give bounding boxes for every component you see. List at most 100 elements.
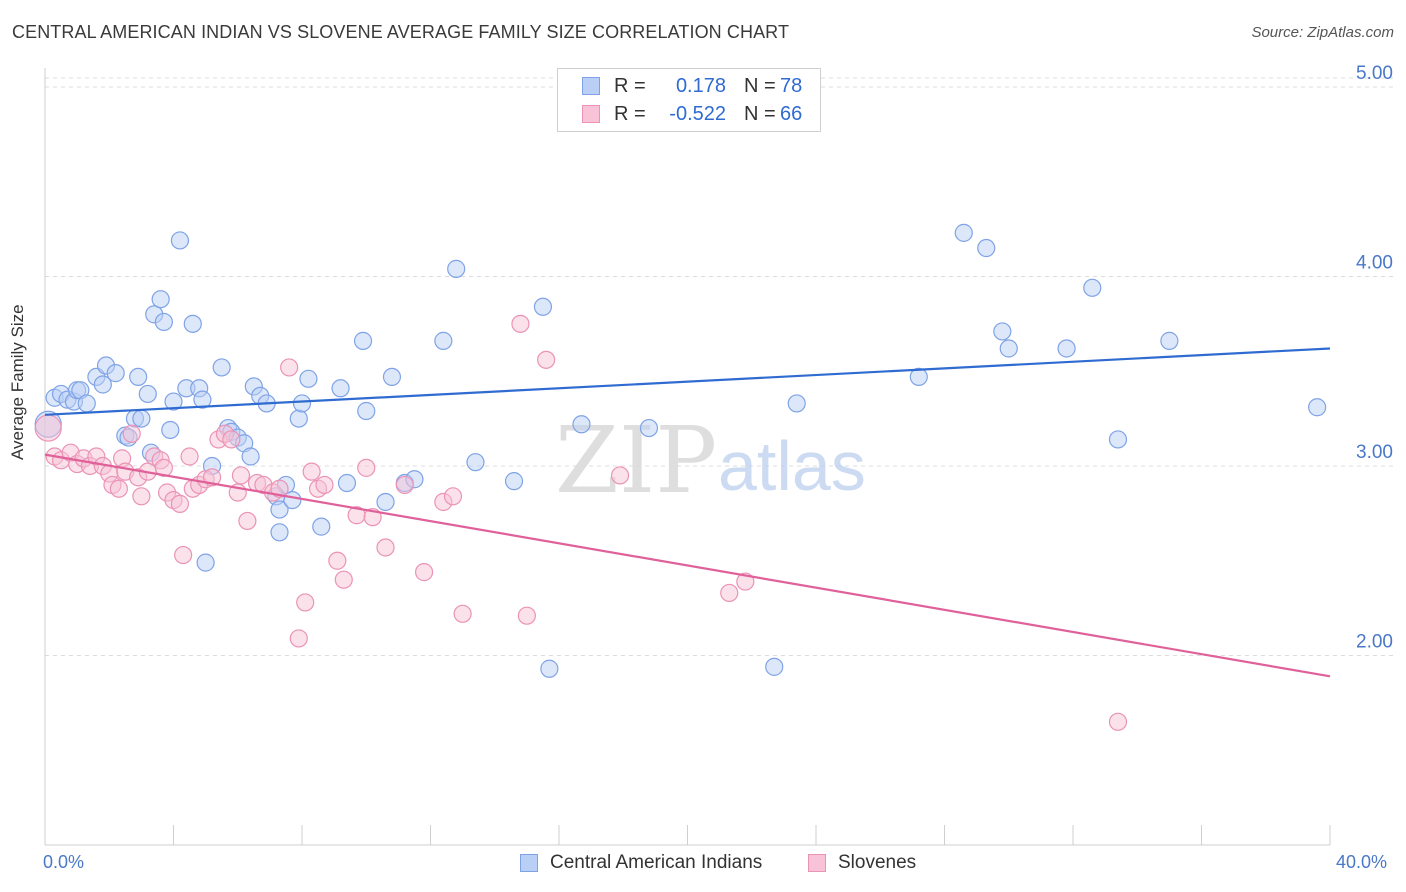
point-slovenes [511, 314, 530, 333]
legend-swatch-blue [582, 77, 600, 95]
point-central-american-indians [1160, 331, 1179, 350]
point-central-american-indians [434, 331, 453, 350]
point-slovenes [270, 479, 289, 498]
point-slovenes [222, 430, 241, 449]
legend-row-blue: R = 0.178 N = 78 [582, 73, 802, 99]
bottom-legend-item-blue: Central American Indians [520, 852, 762, 874]
point-slovenes [315, 475, 334, 495]
point-central-american-indians [138, 384, 157, 404]
point-central-american-indians [129, 367, 148, 387]
source-label: Source: ZipAtlas.com [1251, 24, 1394, 41]
point-slovenes [610, 466, 630, 485]
point-central-american-indians [504, 472, 524, 491]
point-central-american-indians [106, 364, 125, 383]
point-central-american-indians [1308, 398, 1327, 417]
point-slovenes [517, 606, 536, 625]
point-central-american-indians [447, 259, 466, 278]
bottom-legend-swatch-pink [808, 854, 826, 872]
point-central-american-indians [132, 409, 151, 428]
point-central-american-indians [193, 390, 212, 409]
point-slovenes [395, 475, 414, 495]
point-slovenes [720, 583, 739, 603]
stats-legend: R = 0.178 N = 78 R = -0.522 N = 66 [557, 68, 821, 132]
bottom-legend-item-pink: Slovenes [808, 852, 916, 874]
point-central-american-indians [909, 367, 928, 387]
watermark: ZIP atlas [555, 407, 866, 514]
point-slovenes [357, 458, 376, 477]
point-central-american-indians [289, 409, 308, 428]
point-central-american-indians [270, 500, 289, 519]
point-slovenes [154, 458, 173, 477]
point-central-american-indians [212, 358, 231, 377]
legend-r-value: 0.178 [675, 74, 726, 97]
point-slovenes [334, 570, 353, 589]
bottom-legend-label-pink: Slovenes [838, 852, 917, 873]
point-slovenes [170, 494, 190, 513]
bottom-legend-swatch-blue [520, 854, 538, 872]
point-slovenes [34, 414, 62, 442]
point-central-american-indians [999, 339, 1018, 358]
point-central-american-indians [353, 331, 373, 350]
point-central-american-indians [154, 312, 173, 332]
legend-n-value: 78 [780, 74, 803, 97]
point-slovenes [180, 447, 199, 466]
point-central-american-indians [382, 367, 402, 387]
legend-r-label: R = [614, 74, 646, 97]
legend-n-label: N = [744, 102, 776, 125]
point-slovenes [132, 487, 151, 506]
x-tick-label-max: 40.0% [1336, 852, 1388, 872]
watermark-atlas: atlas [718, 427, 866, 505]
point-slovenes [736, 572, 755, 591]
point-central-american-indians [93, 375, 112, 394]
legend-n-label: N = [744, 74, 776, 97]
point-central-american-indians [1083, 278, 1102, 297]
point-central-american-indians [270, 523, 289, 542]
y-tick-label: 3.00 [1356, 442, 1393, 463]
y-tick-labels: 2.00 3.00 4.00 5.00 [1356, 63, 1393, 653]
point-central-american-indians [331, 379, 350, 398]
legend-r-label: R = [614, 102, 646, 125]
point-central-american-indians [299, 369, 318, 388]
point-central-american-indians [161, 420, 180, 440]
point-central-american-indians [77, 394, 96, 413]
chart-title: CENTRAL AMERICAN INDIAN VS SLOVENE AVERA… [12, 22, 790, 42]
point-central-american-indians [1108, 430, 1128, 449]
point-central-american-indians [337, 473, 357, 493]
point-central-american-indians [954, 223, 973, 242]
point-slovenes [109, 479, 128, 498]
point-slovenes [414, 563, 434, 582]
point-slovenes [238, 511, 257, 531]
point-central-american-indians [787, 394, 806, 413]
series-slovenes [34, 314, 1128, 731]
y-tick-label: 5.00 [1356, 63, 1393, 84]
point-central-american-indians [164, 392, 183, 411]
legend-n-value: 66 [780, 102, 803, 125]
point-central-american-indians [1057, 339, 1076, 358]
trend-lines [44, 347, 1331, 678]
point-slovenes [328, 551, 347, 570]
point-slovenes [296, 593, 315, 612]
point-slovenes [376, 538, 395, 557]
bottom-legend-label-blue: Central American Indians [550, 852, 763, 873]
point-slovenes [537, 350, 556, 369]
point-slovenes [289, 629, 308, 648]
point-slovenes [443, 487, 463, 506]
point-central-american-indians [170, 231, 190, 250]
point-central-american-indians [292, 394, 312, 413]
point-slovenes [280, 358, 299, 377]
point-slovenes [174, 545, 193, 565]
legend-swatch-pink [582, 105, 600, 123]
point-central-american-indians [533, 297, 553, 316]
point-slovenes [453, 604, 472, 623]
point-central-american-indians [196, 553, 215, 572]
y-axis-label: Average Family Size [8, 304, 27, 460]
point-central-american-indians [376, 492, 395, 512]
point-central-american-indians [572, 415, 591, 434]
y-tick-label: 4.00 [1356, 252, 1393, 273]
point-slovenes [122, 424, 141, 443]
point-central-american-indians [357, 401, 376, 421]
point-central-american-indians [241, 447, 260, 466]
point-central-american-indians [466, 453, 485, 472]
point-slovenes [1108, 712, 1128, 731]
trend-line [44, 453, 1331, 678]
